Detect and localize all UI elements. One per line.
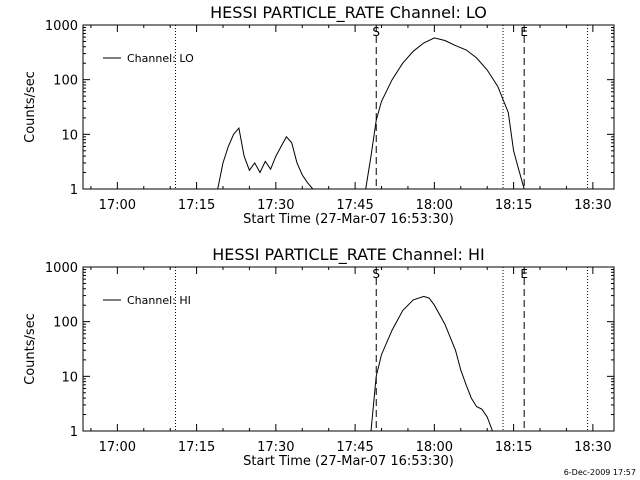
- x-tick-label: 17:30: [257, 440, 294, 455]
- x-tick-label: 17:15: [178, 440, 215, 455]
- x-tick-label: 17:15: [178, 198, 215, 213]
- series-line: [370, 295, 493, 432]
- x-tick-label: 18:30: [574, 198, 611, 213]
- series-line: [217, 37, 525, 190]
- y-tick-label: 1000: [45, 19, 78, 34]
- y-tick-label: 1: [70, 183, 78, 198]
- x-tick-label: 17:00: [99, 198, 136, 213]
- legend-label: Channel: HI: [127, 294, 191, 307]
- x-tick-label: 18:15: [495, 440, 532, 455]
- y-tick-label: 1000: [45, 261, 78, 276]
- legend-label: Channel: LO: [127, 52, 194, 65]
- chart-title: HESSI PARTICLE_RATE Channel: LO: [210, 3, 487, 23]
- chart-title: HESSI PARTICLE_RATE Channel: HI: [212, 245, 485, 265]
- y-tick-label: 10: [61, 128, 78, 143]
- y-axis-label: Counts/sec: [23, 313, 38, 385]
- marker-label: E: [520, 25, 528, 39]
- y-axis-label: Counts/sec: [23, 71, 38, 143]
- x-tick-label: 17:30: [257, 198, 294, 213]
- plot-frame: [82, 24, 615, 190]
- x-tick-label: 17:45: [336, 198, 373, 213]
- marker-label: S: [372, 25, 380, 39]
- x-tick-label: 17:00: [99, 440, 136, 455]
- chart-panel: HESSI PARTICLE_RATE Channel: LO 17:00 17:1…: [23, 3, 615, 227]
- y-tick-label: 100: [53, 316, 78, 331]
- x-axis-label: Start Time (27-Mar-07 16:53:30): [243, 212, 454, 227]
- x-tick-label: 18:30: [574, 440, 611, 455]
- footer-timestamp: 6-Dec-2009 17:57: [564, 468, 636, 477]
- x-tick-label: 17:45: [336, 440, 373, 455]
- y-tick-label: 100: [53, 74, 78, 89]
- x-axis-label: Start Time (27-Mar-07 16:53:30): [243, 454, 454, 469]
- plot-frame: [82, 266, 615, 432]
- chart-panel: HESSI PARTICLE_RATE Channel: HI 17:00 17:1…: [23, 245, 615, 469]
- x-tick-label: 18:00: [416, 198, 453, 213]
- marker-label: E: [520, 267, 528, 281]
- x-tick-label: 18:00: [416, 440, 453, 455]
- x-tick-label: 18:15: [495, 198, 532, 213]
- y-tick-label: 1: [70, 425, 78, 440]
- y-tick-label: 10: [61, 370, 78, 385]
- marker-label: S: [372, 267, 380, 281]
